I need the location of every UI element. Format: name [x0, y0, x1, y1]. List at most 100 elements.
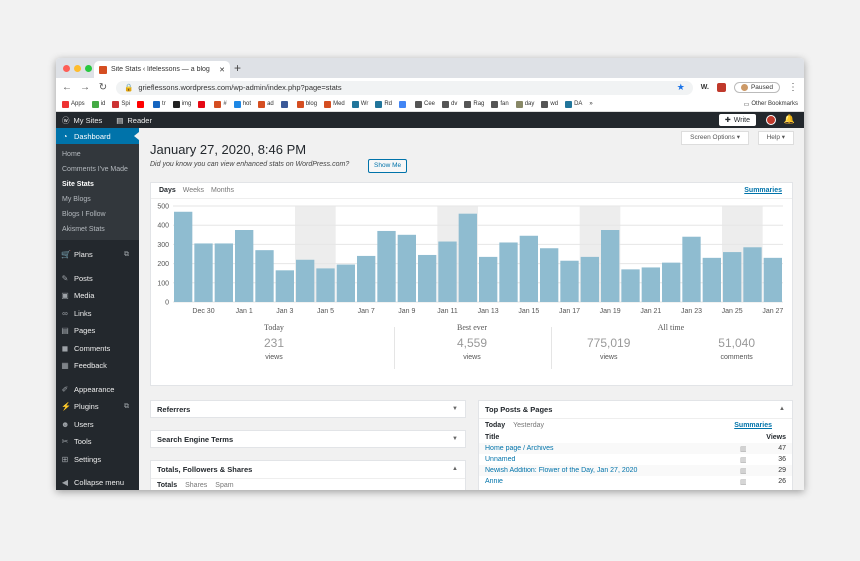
bookmark-star-icon[interactable]: ★ [676, 82, 685, 92]
sidebar-subitem[interactable]: Akismet Stats [62, 226, 105, 233]
bookmark-item[interactable]: # [214, 100, 227, 108]
bar-chart-icon[interactable]: ▥ [740, 479, 747, 486]
sidebar-item-collapse-menu[interactable]: ◀ Collapse menu [56, 474, 139, 490]
sidebar-subitem[interactable]: Home [62, 151, 81, 158]
bookmark-item[interactable] [137, 100, 146, 108]
sidebar-item-settings[interactable]: ⊞ Settings [56, 451, 139, 469]
bookmark-favicon-icon [351, 100, 359, 108]
caret-down-icon[interactable]: ▼ [452, 406, 458, 412]
sidebar-item-feedback[interactable]: ▦ Feedback [56, 357, 139, 375]
sidebar-item-plugins[interactable]: ⚡ Plugins ⧉ [56, 398, 139, 416]
bar-chart-icon[interactable]: ▥ [740, 446, 747, 453]
sidebar-subitem[interactable]: Site Stats [62, 181, 94, 188]
bookmark-item[interactable]: Cee [415, 100, 435, 108]
sidebar-item-tools[interactable]: ✂ Tools [56, 433, 139, 451]
sidebar-item-posts[interactable]: ✎ Posts [56, 270, 139, 288]
caret-up-icon[interactable]: ▲ [452, 466, 458, 472]
browser-menu-icon[interactable]: ⋮ [788, 82, 798, 93]
sidebar-subitem[interactable]: Comments I've Made [62, 166, 128, 173]
caret-down-icon[interactable]: ▼ [452, 436, 458, 442]
tab-weeks[interactable]: Weeks [182, 187, 205, 194]
tab-months[interactable]: Months [211, 187, 234, 194]
summary-best-label: views [463, 354, 481, 361]
sidebar-subitem[interactable]: Blogs I Follow [62, 211, 106, 218]
referrers-widget[interactable]: Referrers ▼ [150, 400, 466, 418]
bookmark-item[interactable]: Wr [351, 100, 368, 108]
sidebar-item-links[interactable]: ∞ Links [56, 305, 139, 323]
tab-days[interactable]: Days [159, 187, 176, 194]
search-engine-terms-widget[interactable]: Search Engine Terms ▼ [150, 430, 466, 448]
tab-today[interactable]: Today [485, 421, 506, 429]
write-button[interactable]: ✚ Write [718, 114, 756, 126]
bookmark-item[interactable]: DA [565, 100, 582, 108]
back-icon[interactable]: ← [62, 82, 72, 93]
summaries-link[interactable]: Summaries [744, 187, 782, 194]
bookmark-item[interactable]: blog [296, 100, 317, 108]
bookmark-item[interactable]: Med [324, 100, 345, 108]
user-avatar[interactable] [766, 115, 776, 125]
address-bar[interactable]: 🔒 grieflessons.wordpress.com/wp-admin/in… [116, 80, 693, 95]
bookmark-item[interactable]: Apps [62, 100, 85, 108]
bar-chart-icon[interactable]: ▥ [740, 468, 747, 475]
maximize-window-button[interactable] [85, 65, 92, 72]
bookmark-item[interactable]: Spi [112, 100, 130, 108]
wordpress-logo-icon: ⓦ [62, 115, 70, 125]
bar [235, 230, 254, 302]
bookmark-item[interactable]: id [91, 100, 105, 108]
sidebar-item-appearance[interactable]: ✐ Appearance [56, 381, 139, 399]
bookmark-favicon-icon [153, 100, 161, 108]
bar-chart-icon[interactable]: ▥ [740, 457, 747, 464]
top-posts-summaries-link[interactable]: Summaries [734, 421, 772, 429]
sidebar-item-dashboard[interactable]: ◔ Dashboard [56, 128, 139, 144]
bookmark-item[interactable]: tr [153, 100, 166, 108]
bookmark-item[interactable]: fan [491, 100, 509, 108]
bookmark-item[interactable] [280, 100, 290, 108]
bookmark-item[interactable]: day [515, 100, 534, 108]
reader-link[interactable]: ▤ Reader [116, 116, 152, 125]
notifications-bell-icon[interactable]: 🔔 [783, 114, 795, 124]
sidebar-item-comments[interactable]: ◼ Comments [56, 340, 139, 358]
bookmark-item[interactable] [198, 100, 207, 108]
more-bookmarks-icon[interactable]: » [589, 101, 593, 107]
post-title-link[interactable]: Unnamed [485, 456, 516, 463]
other-bookmarks[interactable]: ▭ Other Bookmarks [744, 101, 798, 108]
bookmark-item[interactable]: dv [442, 100, 457, 108]
post-title-link[interactable]: Home page / Archives [485, 445, 554, 452]
bookmark-item[interactable] [399, 100, 408, 108]
tab-shares[interactable]: Shares [185, 481, 208, 489]
show-me-button[interactable]: Show Me [368, 159, 408, 173]
my-sites-link[interactable]: ⓦ My Sites [62, 115, 102, 126]
help-button[interactable]: Help ▾ [757, 131, 794, 145]
close-window-button[interactable] [63, 65, 70, 72]
screen-options-button[interactable]: Screen Options ▾ [681, 131, 749, 145]
bookmark-item[interactable]: ad [258, 100, 274, 108]
caret-up-icon[interactable]: ▲ [779, 406, 785, 412]
sidebar-item-users[interactable]: ☻ Users [56, 416, 139, 434]
close-tab-icon[interactable]: ✕ [219, 66, 225, 74]
bookmark-item[interactable]: wd [541, 100, 558, 108]
sidebar-item-plans[interactable]: 🛒 Plans ⧉ [56, 246, 139, 264]
sidebar-subitem[interactable]: My Blogs [62, 196, 91, 203]
tab-yesterday[interactable]: Yesterday [513, 421, 544, 429]
sidebar-item-pages[interactable]: ▤ Pages [56, 322, 139, 340]
bookmark-item[interactable]: Rag [464, 100, 484, 108]
sidebar-item-label: Tools [74, 437, 92, 447]
bookmark-item[interactable]: img [172, 100, 191, 108]
bookmark-item[interactable]: Rd [375, 100, 392, 108]
minimize-window-button[interactable] [74, 65, 81, 72]
new-tab-button[interactable]: + [234, 61, 242, 75]
bookmark-item[interactable]: hot [233, 100, 251, 108]
y-tick-label: 100 [157, 280, 169, 287]
extension-icon[interactable] [716, 83, 726, 92]
profile-button[interactable]: Paused [733, 82, 780, 93]
sidebar-item-media[interactable]: ▣ Media [56, 287, 139, 305]
post-title-link[interactable]: Newish Addition: Flower of the Day, Jan … [485, 467, 638, 474]
wordpress-extension-icon[interactable]: W. [700, 84, 709, 91]
tab-totals[interactable]: Totals [157, 481, 178, 489]
post-title-link[interactable]: Annie [485, 478, 503, 485]
bar [519, 235, 538, 302]
tab-spam[interactable]: Spam [215, 481, 234, 489]
browser-tab[interactable]: Site Stats ‹ lifelessons — a blog ✕ [94, 61, 230, 78]
reload-icon[interactable]: ↻ [98, 82, 108, 93]
forward-icon[interactable]: → [80, 82, 90, 93]
